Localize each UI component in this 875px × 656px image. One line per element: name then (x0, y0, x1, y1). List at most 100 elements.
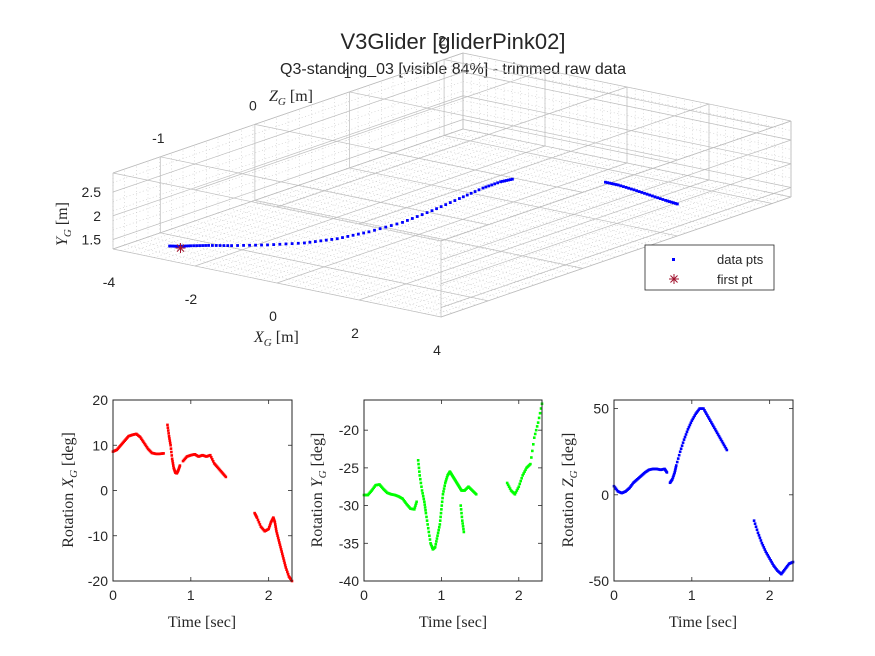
rotation-z-data-point (756, 531, 760, 535)
rotation-z-data-point (720, 440, 724, 443)
rotation-y-data-point (424, 511, 428, 515)
rotation-x-data-point (285, 568, 288, 571)
rotation-z-data-point (671, 476, 675, 479)
rotation-z-data-point (685, 430, 689, 434)
trajectory-data-point (473, 190, 477, 193)
floor-grid-line (383, 184, 734, 306)
trajectory-data-point (511, 177, 514, 181)
rotation-y-data-point (462, 527, 465, 531)
rotation-y-data-point (523, 470, 526, 473)
rotation-y-data-point (417, 466, 421, 470)
rotation-y-data-point (442, 490, 445, 493)
rotation-z-data-point (710, 422, 714, 426)
trajectory-data-point (453, 199, 457, 202)
rotation-z-data-point (709, 419, 712, 422)
rotation-z-ylabel: RotationZG[deg] (560, 433, 580, 548)
rotation-z-data-point (690, 419, 694, 422)
rotation-z-data-point (674, 465, 678, 469)
trajectory-data-point (174, 244, 178, 248)
rotation-x-data-point (168, 441, 172, 445)
rotation-y-data-point (462, 530, 466, 534)
x-tick-label-3d: 4 (433, 342, 441, 358)
rotation-y-data-point (420, 485, 423, 489)
floor-major-line (276, 162, 628, 284)
rotation-x-data-point (279, 548, 283, 551)
rotation-z-data-point (719, 438, 723, 441)
trajectory-data-point (296, 241, 300, 245)
rotation-y-data-point (531, 449, 534, 453)
tick-labels-3d: -4 -2 0 2 4 -1 0 1 2 1.5 2 2.5 (82, 32, 447, 358)
trajectory-data-point (619, 184, 623, 188)
rotation-y-data-point (439, 511, 443, 515)
trajectory-data-point (384, 225, 388, 229)
rotation-x-data-point (142, 441, 146, 445)
rotation-y-data-point (373, 485, 376, 488)
rotation-y-data-point (440, 504, 444, 507)
rotation-y-data-point (444, 479, 448, 483)
rotation-x-data-point (145, 446, 149, 449)
trajectory-data-point (469, 191, 473, 195)
rotation-y-data-point (413, 506, 417, 509)
trajectory-data-point (435, 207, 438, 211)
trajectory-data-point (373, 228, 376, 232)
trajectory-data-point (604, 180, 607, 184)
rotation-z-data-point (675, 460, 679, 464)
trajectory-data-point (496, 181, 500, 185)
rotation-x-data-point (171, 459, 174, 463)
rotation-z-data-point (759, 539, 763, 542)
trajectory-data-point (670, 200, 673, 204)
trajectory-data-point (501, 179, 504, 183)
trajectory-data-point (653, 195, 657, 199)
trajectory-data-point (172, 244, 176, 248)
floor-grid-line (309, 169, 660, 291)
rotation-y-data-point (435, 540, 438, 543)
y-tick-label-3d: 2 (93, 208, 101, 224)
top-major-line (358, 103, 710, 225)
trajectory-data-point (230, 244, 233, 248)
rotation-y-data-point (372, 486, 375, 490)
rotation-z-data-point (679, 447, 683, 450)
trajectory-data-point (389, 224, 393, 227)
top-major-line (194, 69, 546, 191)
rotation-y-data-point (433, 545, 437, 549)
trajectory-data-point (671, 201, 675, 205)
rotation-x-data-point (255, 516, 259, 519)
rotation-y-ylabel: RotationYG[deg] (309, 433, 329, 548)
figure-subtitle: Q3-standing_03 [visible 84%] - trimmed r… (280, 61, 626, 78)
rotation-z-data-point (689, 421, 693, 425)
x-tick-label-3d: 0 (269, 308, 277, 324)
trajectory-data-point (260, 243, 263, 247)
rotation-y-data-point (426, 526, 430, 530)
rotation-y-ytick-label: -25 (339, 460, 359, 476)
rotation-z-data-point (693, 414, 697, 417)
trajectory-data-point (168, 244, 172, 248)
rotation-x-ytick-label: 10 (92, 437, 108, 453)
floor-grid-line (293, 166, 644, 287)
rotation-z-data-point (763, 548, 767, 551)
top-major-line (349, 91, 678, 161)
rotation-x-ticks: 0 1 2 -20 -10 0 10 20 (88, 392, 292, 603)
rotation-z-data-point (714, 429, 718, 433)
rotation-z-data-point (769, 559, 772, 562)
trajectory-data-point (648, 193, 652, 197)
rotation-x-data-point (144, 444, 148, 448)
rotation-z-data-point (715, 431, 719, 435)
floor-grid-line (227, 152, 578, 274)
top-major-line (276, 86, 628, 208)
trajectory-data-point (608, 181, 612, 185)
rotation-y-data-point (430, 545, 434, 548)
rotation-z-data-point (717, 434, 721, 438)
floor-major-line (358, 179, 710, 301)
z-axis-label-3d: ZG [m] (269, 88, 313, 108)
trajectory-data-point (637, 190, 641, 193)
rotation-y-data-point (460, 519, 464, 522)
trajectory-data-point (248, 243, 251, 247)
rotation-y-data-point (524, 468, 527, 472)
rotation-x-data-point (258, 523, 262, 526)
trajectory-data-point (487, 184, 491, 188)
rotation-y-data-point (529, 462, 532, 466)
floor-grid-line (129, 132, 480, 253)
trajectory-data-point (272, 243, 276, 247)
